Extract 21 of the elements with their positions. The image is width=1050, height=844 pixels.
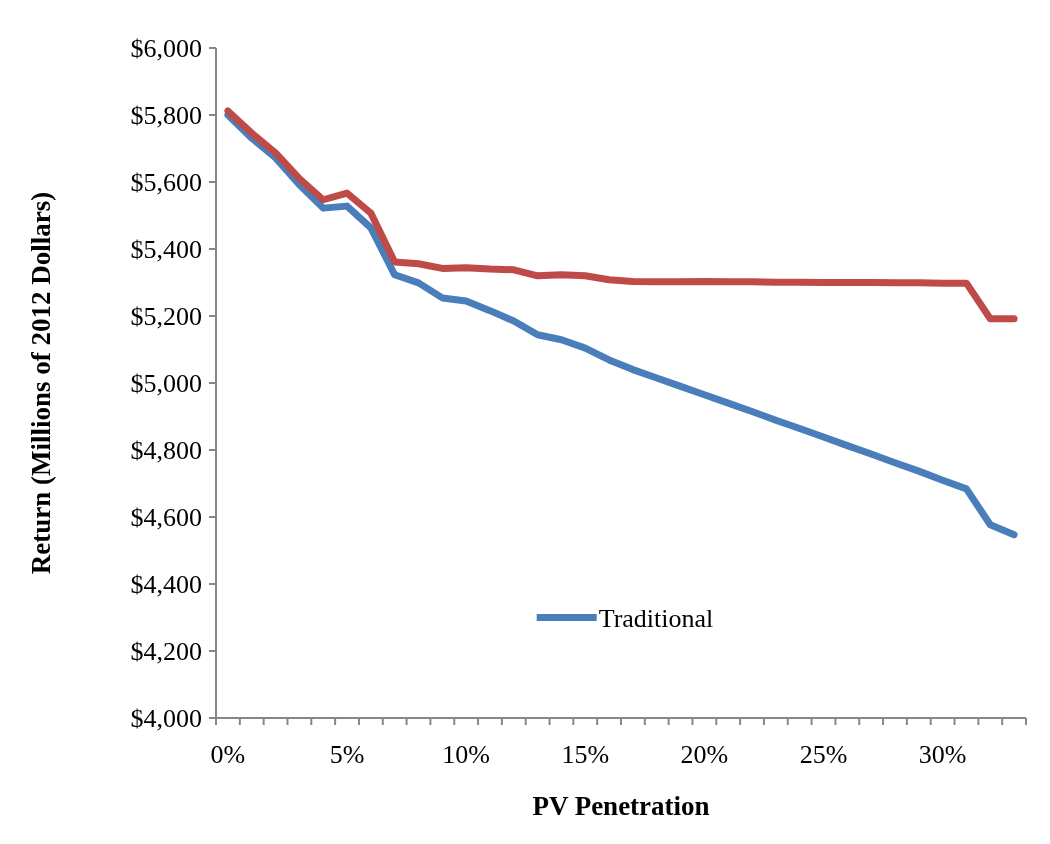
x-tick-label: 25% — [799, 740, 848, 769]
y-tick-label: $5,800 — [130, 101, 202, 131]
y-axis-title: Return (Millions of 2012 Dollars) — [26, 191, 56, 575]
legend-label: Traditional — [598, 603, 714, 633]
y-tick-label: $5,000 — [130, 369, 202, 399]
x-tick-label: 30% — [918, 740, 967, 769]
y-tick-label: $5,200 — [130, 302, 202, 332]
x-tick-label: 10% — [442, 740, 490, 769]
x-tick-label: 15% — [561, 740, 610, 769]
y-tick-label: $6,000 — [130, 34, 202, 64]
y-tick-label: $4,200 — [130, 637, 202, 667]
y-tick-label: $4,600 — [130, 503, 202, 533]
y-tick-label: $5,400 — [130, 235, 202, 265]
y-tick-label: $4,400 — [130, 570, 202, 600]
y-tick-label: $4,000 — [130, 704, 202, 734]
y-tick-label: $5,600 — [130, 168, 202, 198]
x-tick-label: 0% — [210, 740, 246, 769]
x-axis-title: PV Penetration — [532, 791, 710, 821]
y-tick-label: $4,800 — [130, 436, 202, 466]
x-tick-label: 5% — [329, 740, 365, 769]
x-tick-label: 20% — [680, 740, 729, 769]
